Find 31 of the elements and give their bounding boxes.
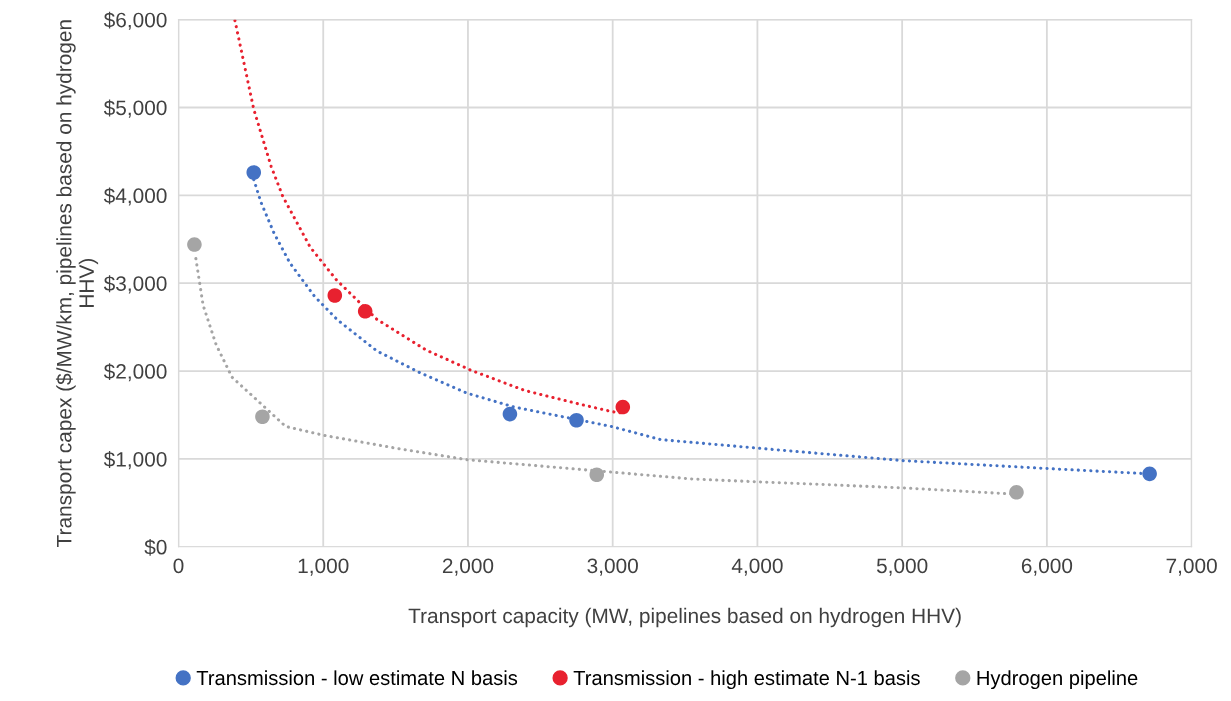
point (589, 467, 605, 483)
y-tick-label: $6,000 (103, 11, 167, 30)
point (357, 304, 373, 319)
point (327, 288, 343, 303)
legend-label: Hydrogen pipeline (977, 670, 1138, 690)
point (569, 412, 584, 428)
point (1142, 466, 1157, 482)
point (502, 406, 518, 422)
y-tick-label: $2,000 (103, 363, 167, 382)
y-axis-title: Transport capex ($/MW/km, pipelines based on hydrogen HHV) (55, 20, 99, 547)
y-tick-label: $5,000 (103, 99, 167, 118)
x-tick-label: 4,000 (731, 558, 783, 576)
x-tick-label: 1,000 (298, 558, 349, 576)
point (246, 165, 262, 180)
x-tick-label: 3,000 (587, 558, 638, 576)
x-axis-title: Transport capacity (MW, pipelines based on hydrogen HHV) (408, 607, 961, 628)
x-tick-label: 5,000 (876, 558, 928, 576)
x-tick-label: 2,000 (442, 558, 494, 576)
y-tick-label: $0 (144, 538, 167, 556)
point (187, 237, 202, 252)
y-tick-label: $3,000 (103, 275, 167, 294)
legend-label: Transmission - high estimate N-1 basis (573, 670, 920, 690)
x-tick-label: 0 (173, 558, 184, 574)
point (1009, 485, 1024, 500)
point (615, 399, 631, 415)
point (255, 409, 270, 425)
x-tick-label: 6,000 (1021, 558, 1073, 576)
x-tick-label: 7,000 (1166, 558, 1217, 576)
legend-label: Transmission - low estimate N basis (196, 670, 518, 686)
y-tick-label: $1,000 (103, 451, 167, 470)
y-tick-label: $4,000 (103, 187, 167, 206)
